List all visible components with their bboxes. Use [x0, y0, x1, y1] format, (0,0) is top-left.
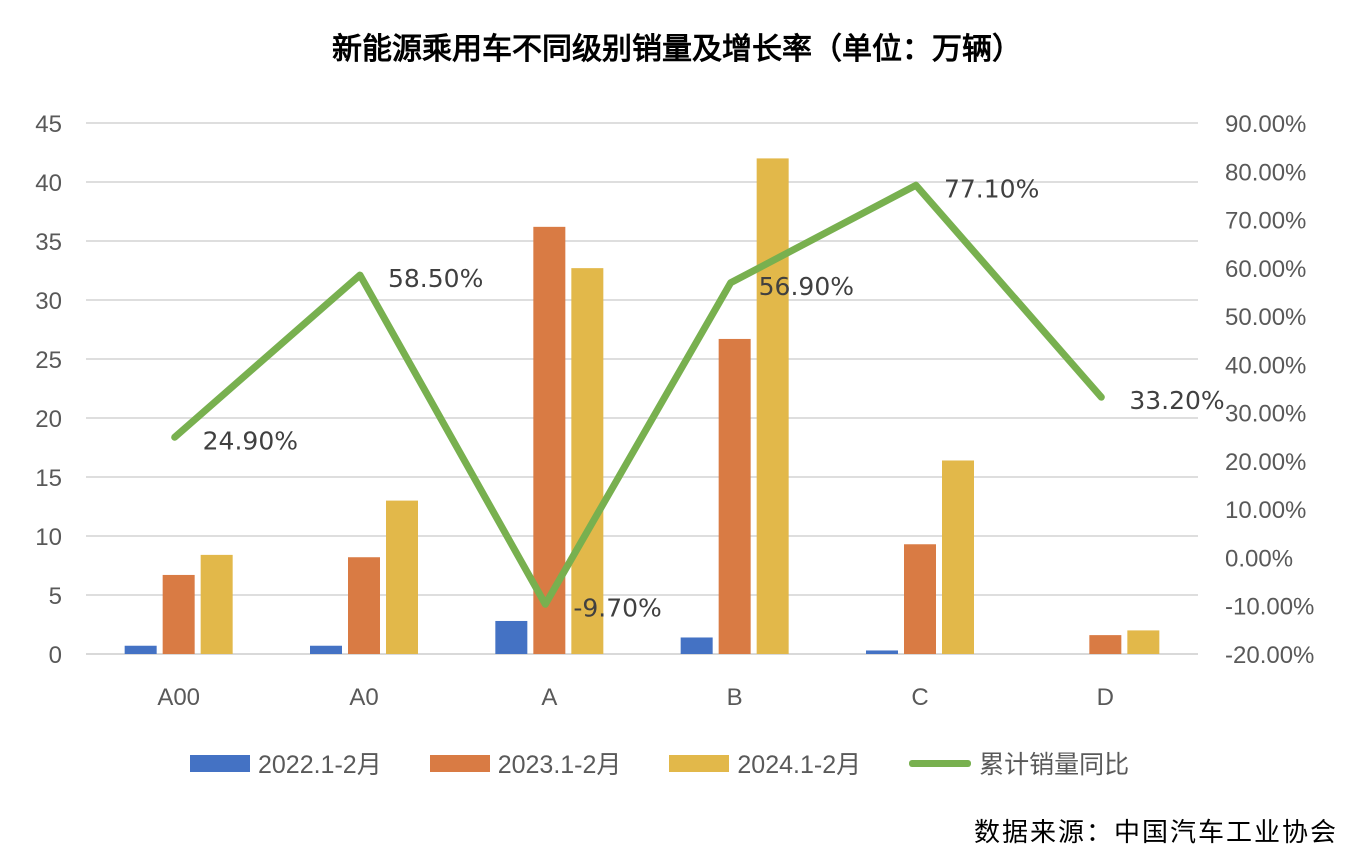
legend-item: 2022.1-2月	[190, 745, 382, 781]
category-label: A	[541, 684, 557, 711]
line-data-label: 56.90%	[759, 272, 854, 301]
legend-item: 2023.1-2月	[429, 745, 622, 781]
bar	[495, 620, 528, 654]
line-point	[544, 603, 547, 606]
bar	[904, 544, 936, 654]
bar	[1127, 630, 1160, 654]
right-tick-label: 40.00%	[1225, 352, 1306, 379]
line-data-label: 24.90%	[203, 426, 298, 455]
growth-line-path	[171, 181, 1105, 608]
bar	[866, 650, 898, 654]
bar	[348, 557, 380, 654]
right-tick-label: 90.00%	[1225, 111, 1306, 138]
line-point	[915, 184, 917, 187]
bar	[1089, 635, 1122, 654]
right-tick-label: 70.00%	[1225, 208, 1306, 235]
category-label: A0	[349, 684, 378, 711]
line-point	[1100, 396, 1103, 399]
chart: 0 5 10 15 20 25 30 35 40 45 -20.00% -10.00% 0.00% 10…	[35, 111, 1314, 711]
bar	[124, 645, 157, 654]
right-tick-label: 30.00%	[1225, 401, 1306, 428]
line-data-label: 33.20%	[1129, 386, 1224, 415]
data-source: 数据来源：中国汽车工业协会	[973, 818, 1338, 848]
right-tick-label: 0.00%	[1225, 545, 1293, 572]
legend-label: 2024.1-2月	[737, 751, 862, 779]
bar	[200, 554, 233, 654]
legend: 2022.1-2月 2023.1-2月 2024.1-2月 累计销量同比	[190, 745, 1177, 781]
left-tick-label: 15	[35, 465, 62, 492]
left-tick-label: 35	[35, 229, 62, 256]
right-tick-label: 10.00%	[1225, 497, 1306, 524]
right-axis-ticks: -20.00% -10.00% 0.00% 10.00% 20.00% 30.00% 40.…	[1225, 111, 1314, 669]
bar	[571, 268, 604, 654]
line-point	[729, 281, 732, 284]
right-tick-label: 50.00%	[1225, 304, 1306, 331]
chart-title: 新能源乘用车不同级别销量及增长率（单位：万辆）	[332, 32, 1022, 67]
legend-label: 2023.1-2月	[497, 751, 622, 779]
legend-swatch	[909, 759, 972, 767]
right-tick-label: -10.00%	[1225, 594, 1314, 621]
legend-swatch	[429, 754, 490, 772]
category-label: D	[1097, 684, 1114, 711]
left-axis-ticks: 0 5 10 15 20 25 30 35 40 45	[35, 111, 62, 669]
line-data-label: -9.70%	[573, 593, 661, 622]
legend-label: 累计销量同比	[979, 751, 1130, 779]
legend-swatch	[190, 754, 250, 772]
growth-line	[171, 181, 1105, 608]
bar	[756, 158, 789, 654]
left-tick-label: 30	[35, 288, 62, 315]
line-point	[173, 436, 176, 439]
right-tick-label: 80.00%	[1225, 159, 1306, 186]
line-data-label: 77.10%	[944, 174, 1039, 203]
bar	[680, 637, 713, 654]
category-label: A00	[157, 684, 200, 711]
left-tick-label: 5	[49, 583, 62, 610]
bar	[162, 574, 195, 654]
bar	[942, 460, 974, 654]
left-tick-label: 0	[49, 642, 62, 669]
left-tick-label: 20	[35, 406, 62, 433]
bar	[310, 645, 342, 654]
line-data-label: 58.50%	[388, 264, 483, 293]
legend-item: 累计销量同比	[909, 745, 1129, 781]
left-tick-label: 25	[35, 347, 62, 374]
line-data-labels: 24.90% 58.50% -9.70% 56.90% 77.10% 33.20%	[203, 174, 1225, 622]
right-tick-label: 60.00%	[1225, 256, 1306, 283]
line-point	[359, 274, 361, 277]
bars	[124, 158, 1160, 654]
legend-label: 2022.1-2月	[258, 751, 382, 779]
legend-item: 2024.1-2月	[669, 745, 861, 781]
right-tick-label: -20.00%	[1225, 642, 1314, 669]
bar	[386, 500, 418, 654]
right-tick-label: 20.00%	[1225, 449, 1306, 476]
bar	[718, 338, 751, 654]
category-label: C	[911, 684, 928, 711]
category-label: B	[727, 684, 743, 711]
legend-swatch	[669, 754, 730, 772]
left-tick-label: 10	[35, 524, 62, 551]
left-tick-label: 40	[35, 170, 62, 197]
left-tick-label: 45	[35, 111, 62, 138]
category-labels: A00 A0 A B C D	[157, 684, 1114, 711]
